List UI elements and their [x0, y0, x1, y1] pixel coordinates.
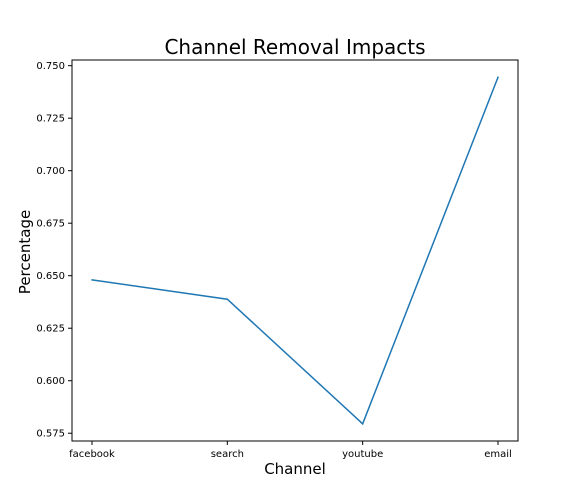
- x-axis-label: Channel: [264, 460, 326, 478]
- y-tick-label: 0.650: [36, 271, 65, 282]
- y-tick-label: 0.750: [36, 61, 65, 72]
- series-layer: [91, 76, 499, 426]
- x-tick-label: email: [484, 449, 512, 460]
- series-line: [91, 76, 499, 426]
- plot-area: [71, 59, 519, 442]
- data-point: [91, 279, 93, 281]
- x-tick-label: search: [211, 449, 244, 460]
- x-axis: facebook search youtube email: [69, 441, 512, 460]
- x-tick-label: facebook: [69, 449, 115, 460]
- data-point: [226, 298, 229, 301]
- y-tick-label: 0.725: [36, 114, 65, 125]
- plot-frame: [71, 59, 519, 442]
- y-tick-label: 0.575: [36, 429, 65, 440]
- y-tick-label: 0.625: [36, 324, 65, 335]
- data-point: [497, 76, 499, 79]
- data-point: [361, 422, 364, 425]
- y-tick-label: 0.600: [36, 376, 65, 387]
- y-tick-label: 0.700: [36, 166, 65, 177]
- x-tick-label: youtube: [342, 449, 383, 460]
- chart-title: Channel Removal Impacts: [164, 35, 425, 59]
- y-axis-label: Percentage: [16, 210, 34, 294]
- y-axis: 0.575 0.600 0.625 0.650 0.675 0.700 0.725 0.750: [36, 61, 72, 440]
- y-tick-label: 0.675: [36, 219, 65, 230]
